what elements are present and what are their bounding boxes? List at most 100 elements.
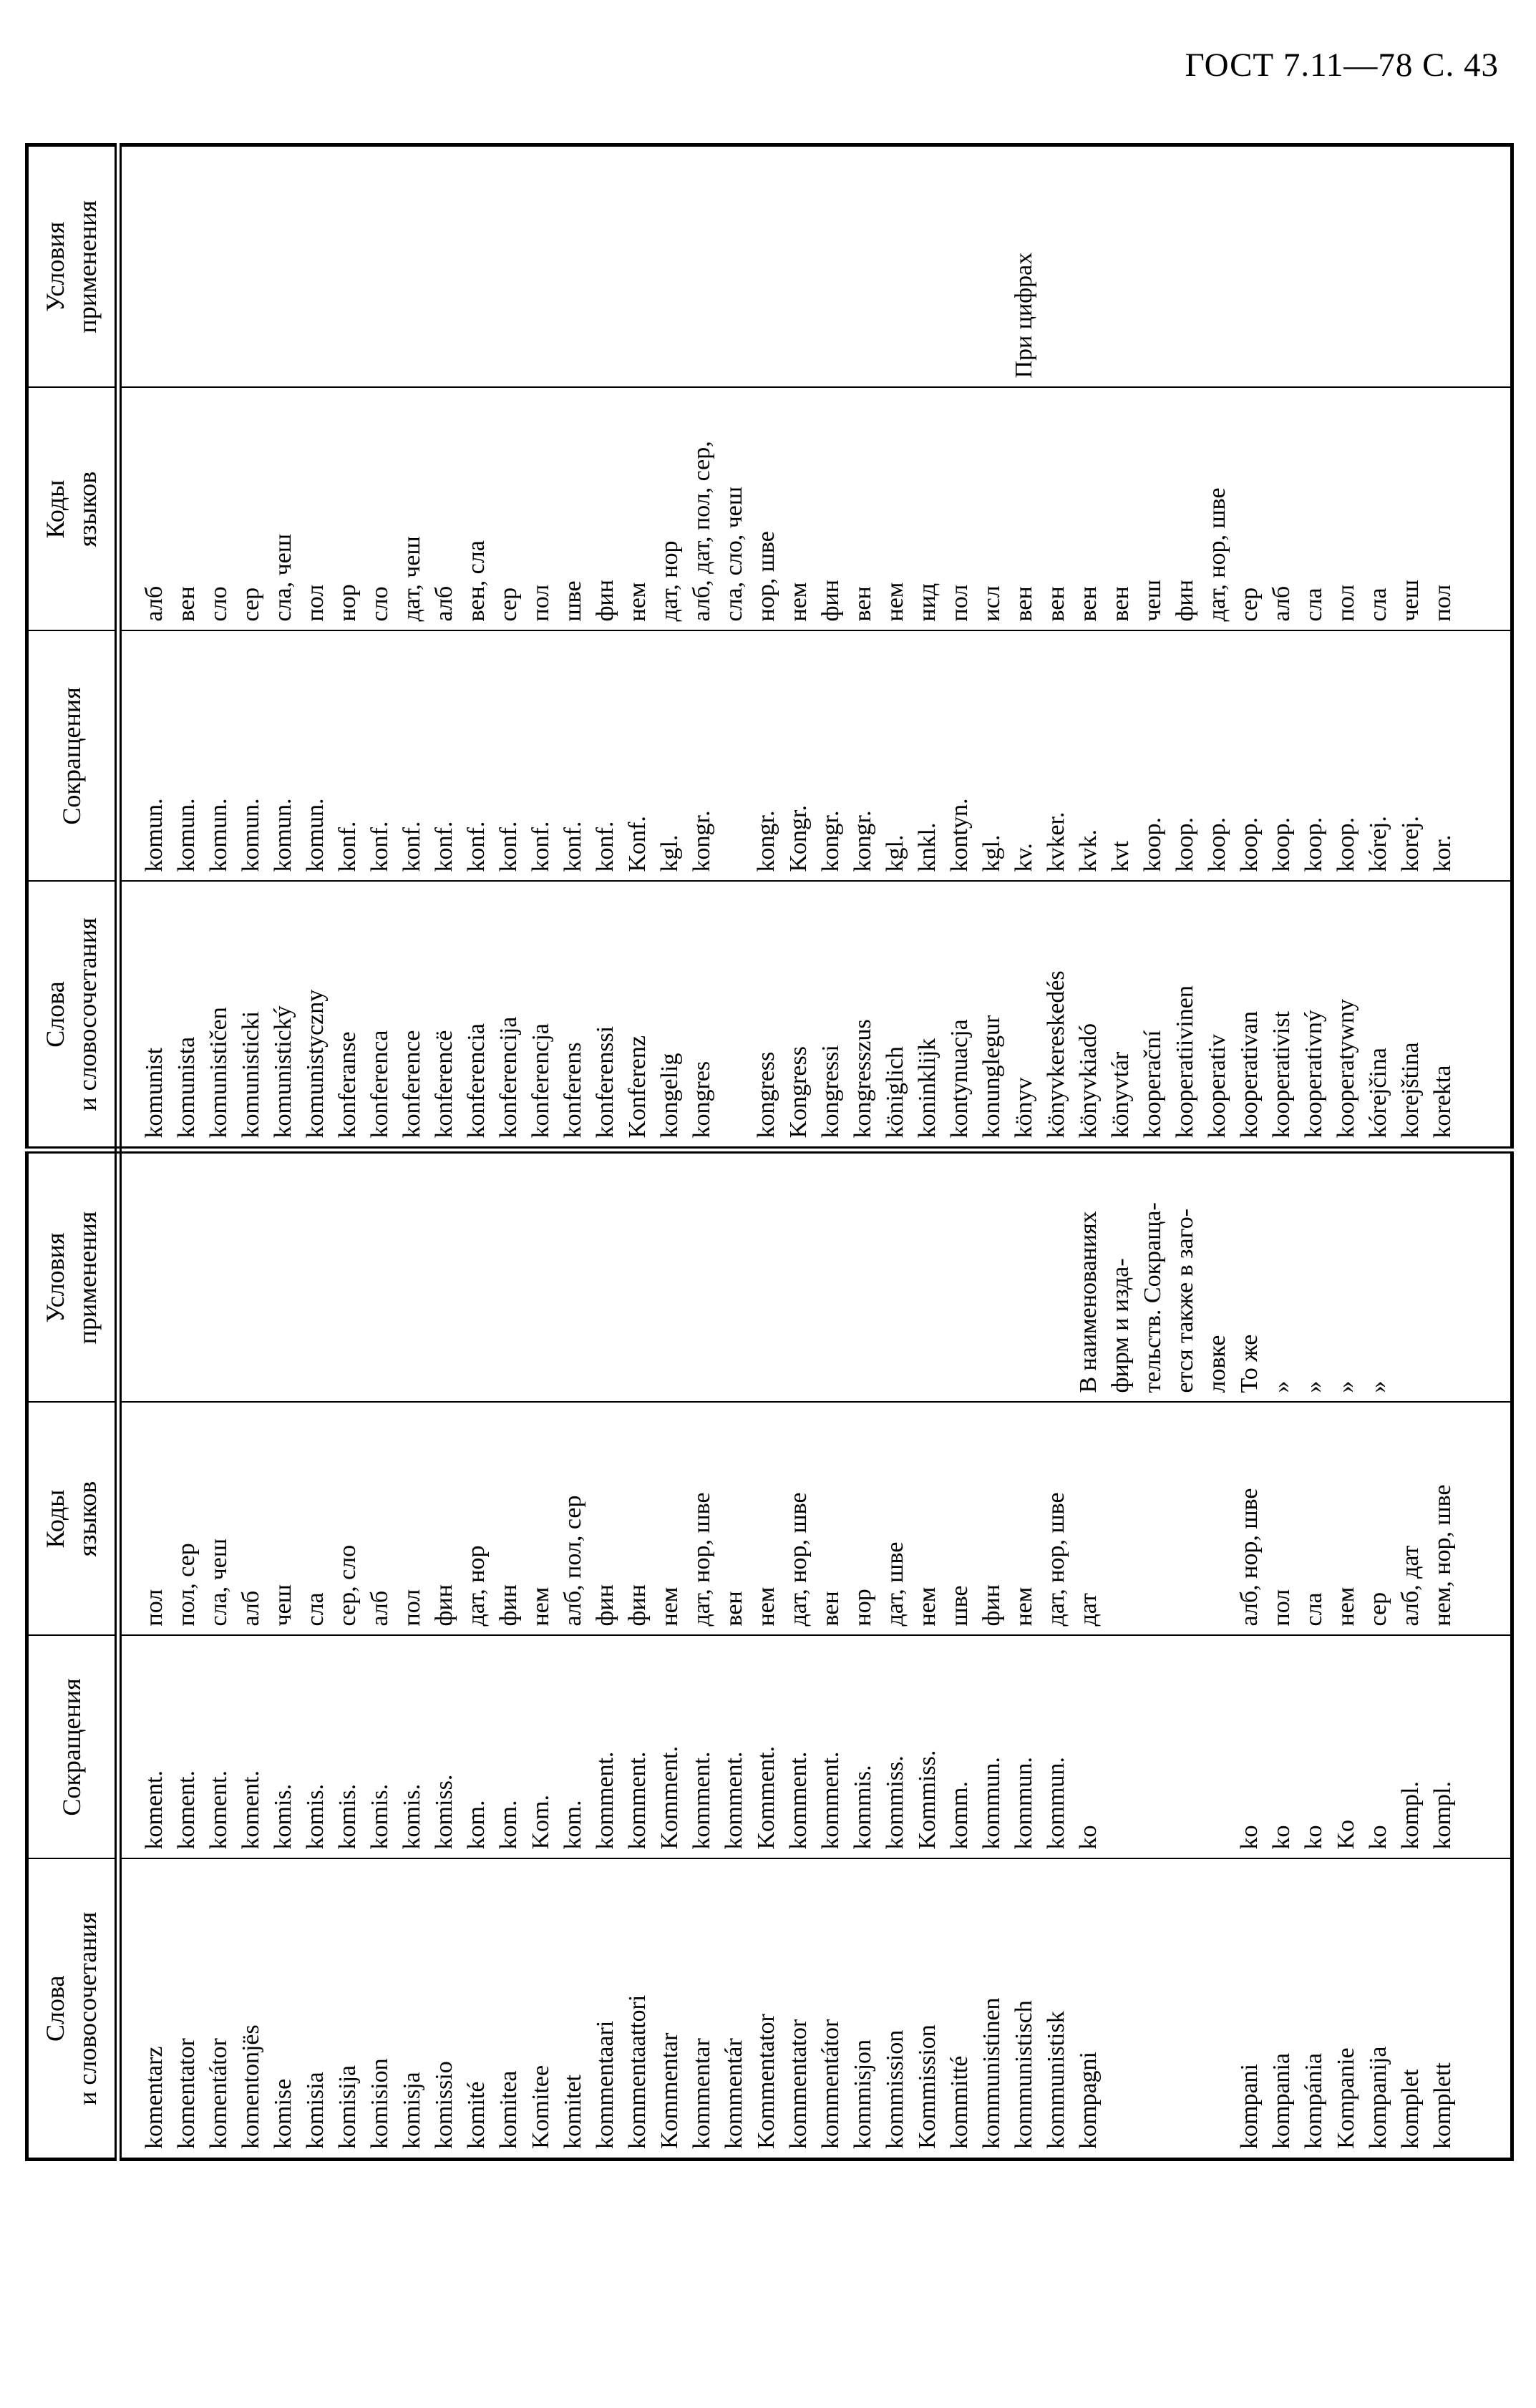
abbreviation-cell: koop.: [1233, 630, 1265, 882]
abbreviation-cell: koop.: [1265, 630, 1298, 882]
language-codes-cell: нем: [782, 387, 815, 631]
usage-conditions-cell: [557, 1150, 589, 1403]
language-codes-cell: сер: [1362, 1402, 1394, 1636]
language-codes-cell: пол: [1426, 387, 1459, 631]
abbreviation-cell: Kom.: [525, 1635, 557, 1859]
language-codes-cell: чеш: [1137, 387, 1169, 631]
abbreviation-cell: ko: [1233, 1635, 1265, 1859]
table-row: [118, 145, 138, 2160]
abbreviation-cell: Konf.: [621, 630, 653, 882]
language-codes-cell: нем: [525, 1402, 557, 1636]
language-codes-cell: нор: [331, 387, 364, 631]
abbreviation-cell: komun.: [203, 630, 235, 882]
word-cell: komise: [267, 1858, 299, 2160]
language-codes-cell: пол: [1330, 387, 1362, 631]
usage-conditions-cell: [1426, 145, 1459, 388]
usage-conditions-cell: [170, 1150, 203, 1403]
usage-conditions-cell: [911, 145, 943, 388]
word-cell: konferenssi: [589, 881, 621, 1151]
language-codes-cell: нем: [911, 1402, 943, 1636]
language-codes-cell: сла, чеш: [267, 387, 299, 631]
abbreviation-cell: komis.: [396, 1635, 428, 1859]
usage-conditions-cell: То же: [1233, 1150, 1265, 1403]
word-cell: kompanija: [1362, 1858, 1394, 2160]
language-codes-cell: сло: [203, 387, 235, 631]
table-row: kommentar komment. дат, нор, шве kongres kon…: [686, 145, 750, 2160]
word-cell: konferencia: [460, 881, 492, 1151]
word-cell: Komitee: [525, 1858, 557, 2160]
language-codes-cell: чеш: [1394, 387, 1426, 631]
word-cell: konunglegur: [976, 881, 1008, 1151]
abbreviation-cell: komment.: [782, 1635, 815, 1859]
abbreviation-cell: ko: [1362, 1635, 1394, 1859]
abbreviation-cell: konf.: [396, 630, 428, 882]
table-row: Kompanie Ko нем» kooperatywny koop. пол: [1330, 145, 1362, 2160]
usage-conditions-cell: [847, 145, 879, 388]
word-cell: Konferenz: [621, 881, 653, 1151]
abbreviation-cell: kongr.: [750, 630, 782, 882]
table-row: komité kom. дат, нор konferencia konf. вен, с…: [460, 145, 492, 2160]
language-codes-cell: дат, нор: [460, 1402, 492, 1636]
abbreviation-cell: knkl.: [911, 630, 943, 882]
abbreviation-cell: kom.: [557, 1635, 589, 1859]
abbreviation-cell: Ko: [1330, 1635, 1362, 1859]
column-header-codes-a: Коды языков: [26, 1402, 118, 1636]
usage-conditions-cell: [718, 145, 750, 388]
abbreviation-cell: kommun.: [1008, 1635, 1040, 1859]
usage-conditions-cell: [718, 1150, 750, 1403]
word-cell: [718, 881, 750, 1151]
abbreviation-cell: kvt: [1104, 630, 1137, 882]
language-codes-cell: фин: [589, 387, 621, 631]
word-cell: komentonjës: [235, 1858, 267, 2160]
abbreviation-cell: koment.: [235, 1635, 267, 1859]
table-row: kommentaari komment. фин konferenssi konf. фи…: [589, 145, 621, 2160]
language-codes-cell: нем: [750, 1402, 782, 1636]
abbreviation-cell: koop.: [1201, 630, 1233, 882]
abbreviation-cell: koment.: [138, 1635, 170, 1859]
abbreviation-cell: [118, 630, 138, 882]
abbreviation-cell: [1459, 630, 1512, 882]
language-codes-cell: фин: [976, 1402, 1008, 1636]
abbreviation-cell: komment.: [621, 1635, 653, 1859]
usage-conditions-cell: [492, 1150, 525, 1403]
language-codes-cell: дат, шве: [879, 1402, 911, 1636]
table-row: kommunistisch kommun. нем könyv kv. вен При ци…: [1008, 145, 1040, 2160]
abbreviation-cell: konf.: [364, 630, 396, 882]
abbreviation-cell: kom.: [492, 1635, 525, 1859]
abbreviation-cell: konf.: [557, 630, 589, 882]
abbreviations-table: Слова и словосочетания Сокращения Коды я…: [25, 143, 1514, 2161]
language-codes-cell: алб: [235, 1402, 267, 1636]
word-cell: Kommentator: [750, 1858, 782, 2160]
word-cell: kongelig: [653, 881, 686, 1151]
table-row: komentarz koment. пол komunist komun. алб: [138, 145, 170, 2160]
language-codes-cell: алб: [138, 387, 170, 631]
abbreviation-cell: kor.: [1426, 630, 1459, 882]
language-codes-cell: пол, сер: [170, 1402, 203, 1636]
table-row: komitea kom. фин konferencija konf. сер: [492, 145, 525, 2160]
language-codes-cell: исл: [976, 387, 1008, 631]
word-cell: konferanse: [331, 881, 364, 1151]
word-cell: könyvtár: [1104, 881, 1137, 1151]
table-row: kompani ko алб, нор, шве То же kooperativan k…: [1233, 145, 1265, 2160]
word-cell: komunist: [138, 881, 170, 1151]
abbreviation-cell: konf.: [589, 630, 621, 882]
language-codes-cell: дат, нор, шве: [782, 1402, 815, 1636]
usage-conditions-cell: [118, 1150, 138, 1403]
word-cell: komentarz: [138, 1858, 170, 2160]
abbreviation-cell: konf.: [525, 630, 557, 882]
word-cell: komité: [460, 1858, 492, 2160]
usage-conditions-cell: [1040, 145, 1072, 388]
abbreviation-cell: [118, 1635, 138, 1859]
word-cell: kommunistisk: [1040, 1858, 1072, 2160]
usage-conditions-cell: [879, 145, 911, 388]
table-row: Kommentator Komment. нем kongress kongr. нор,…: [750, 145, 782, 2160]
word-cell: Kommentar: [653, 1858, 686, 2160]
abbreviation-cell: kommun.: [1040, 1635, 1072, 1859]
usage-conditions-cell: [943, 145, 976, 388]
word-cell: [1137, 1858, 1169, 2160]
table-row: kommentator komment. дат, нор, шве Kongress…: [782, 145, 815, 2160]
usage-conditions-cell: »: [1298, 1150, 1330, 1403]
column-header-codes-b: Коды языков: [26, 387, 118, 631]
language-codes-cell: вен: [1072, 387, 1104, 631]
usage-conditions-cell: [589, 145, 621, 388]
